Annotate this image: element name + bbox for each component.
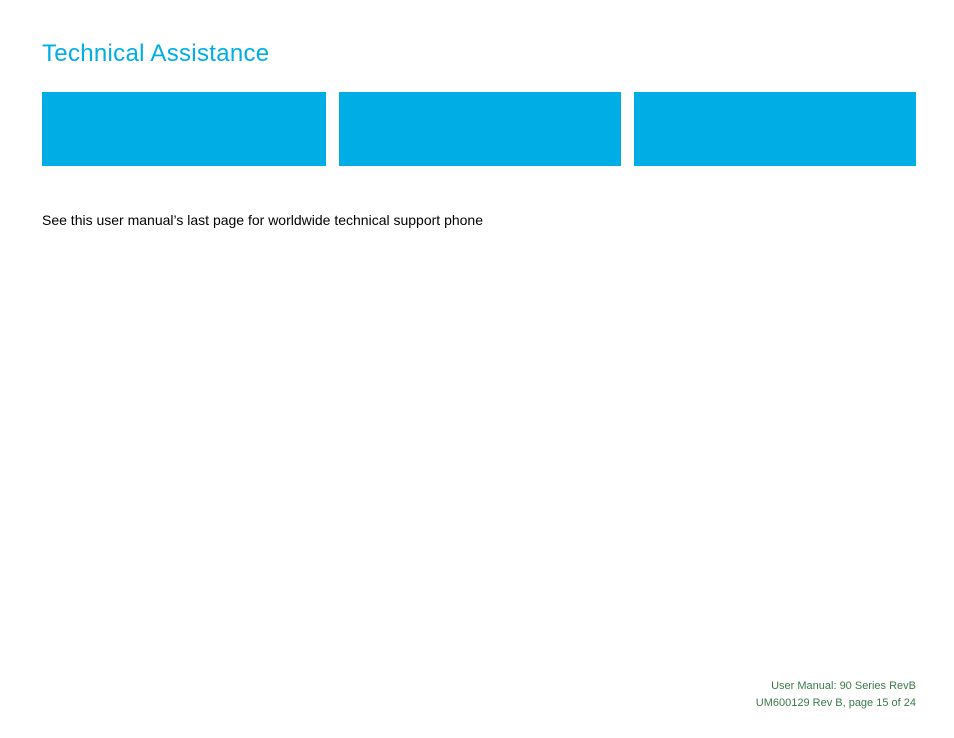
- header-box-2: [339, 92, 621, 166]
- support-note: See this user manual’s last page for wor…: [42, 212, 483, 228]
- footer-line-1: User Manual: 90 Series RevB: [756, 678, 916, 695]
- footer-line-2: UM600129 Rev B, page 15 of 24: [756, 695, 916, 712]
- page-title: Technical Assistance: [42, 40, 269, 68]
- page-footer: User Manual: 90 Series RevB UM600129 Rev…: [756, 678, 916, 712]
- header-box-row: [42, 92, 916, 166]
- header-box-1: [42, 92, 326, 166]
- header-box-3: [634, 92, 916, 166]
- document-page: Technical Assistance See this user manua…: [0, 0, 954, 738]
